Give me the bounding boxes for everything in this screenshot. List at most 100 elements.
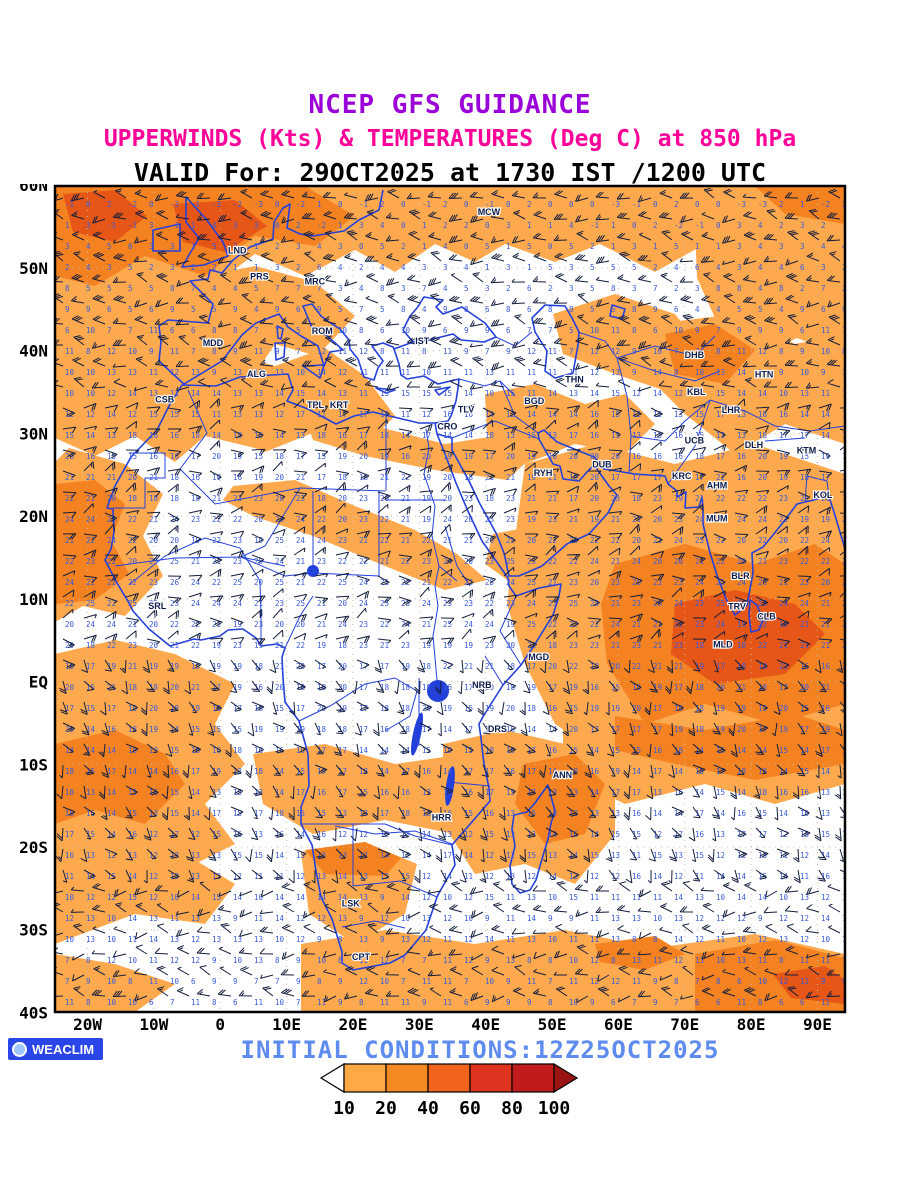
temp-value: 15 [485, 830, 494, 839]
temp-value: 8 [65, 284, 70, 293]
temp-value: 7 [107, 326, 112, 335]
temp-value: 9 [506, 977, 511, 986]
temp-value: 22 [296, 641, 305, 650]
temp-value: 8 [86, 998, 91, 1007]
station-label-ROM: ROM [312, 326, 333, 336]
temp-value: 17 [359, 431, 368, 440]
temp-value: 14 [590, 830, 600, 839]
temp-value: 1 [506, 242, 511, 251]
temp-value: 12 [464, 956, 473, 965]
temp-value: 12 [800, 935, 809, 944]
temp-value: 22 [716, 557, 725, 566]
temp-value: 11 [170, 914, 179, 923]
temp-value: 16 [380, 788, 390, 797]
temp-value: 10 [569, 998, 579, 1007]
temp-value: 0 [548, 242, 553, 251]
temp-value: 20 [548, 662, 558, 671]
temp-value: 4 [338, 263, 343, 272]
temp-value: 12 [380, 956, 389, 965]
temp-value: 18 [317, 431, 327, 440]
colorbar-tick-label: 100 [538, 1098, 571, 1119]
temp-value: 0 [506, 200, 511, 209]
temp-value: 23 [359, 641, 368, 650]
temp-value: 19 [254, 641, 263, 650]
temp-value: 19 [233, 662, 242, 671]
temp-value: 20 [569, 452, 579, 461]
temp-value: 0 [401, 200, 406, 209]
temp-value: 12 [317, 914, 326, 923]
temp-value: 5 [86, 284, 91, 293]
temp-value: 5 [380, 242, 385, 251]
temp-value: 23 [233, 494, 242, 503]
temp-value: 18 [170, 494, 180, 503]
temp-value: 5 [758, 305, 763, 314]
temp-value: 22 [86, 578, 95, 587]
temp-value: 12 [170, 956, 179, 965]
lake-chad [307, 565, 319, 577]
temp-value: 12 [590, 368, 599, 377]
temp-value: 5 [212, 242, 217, 251]
temp-value: 24 [401, 620, 411, 629]
temp-value: 20 [380, 494, 390, 503]
station-label-RYH: RYH [534, 468, 553, 478]
temp-value: 14 [275, 431, 285, 440]
temp-value: 21 [695, 494, 704, 503]
temp-value: 21 [380, 557, 389, 566]
temp-value: 13 [128, 851, 137, 860]
station-label-AHM: AHM [707, 480, 728, 490]
temp-value: 11 [695, 872, 704, 881]
temp-value: 9 [485, 956, 490, 965]
temp-value: 11 [632, 893, 641, 902]
temp-value: 12 [191, 935, 200, 944]
temp-value: 12 [758, 347, 767, 356]
temp-value: 21 [191, 557, 200, 566]
temp-value: 13 [212, 788, 221, 797]
temp-value: 25 [716, 599, 725, 608]
temp-value: 11 [254, 872, 263, 881]
temp-value: 17 [632, 788, 641, 797]
temp-value: 19 [422, 641, 431, 650]
temp-value: 5 [212, 305, 217, 314]
temp-value: 3 [338, 242, 343, 251]
temp-value: 21 [380, 473, 389, 482]
temp-value: 4 [716, 263, 721, 272]
temp-value: 18 [254, 767, 264, 776]
temp-value: 23 [359, 515, 368, 524]
temp-value: 20 [779, 536, 789, 545]
temp-value: 6 [653, 326, 658, 335]
colorbar-left-tip [319, 1062, 345, 1094]
temp-value: 13 [842, 935, 851, 944]
temp-value: 24 [296, 515, 306, 524]
temp-value: 21 [254, 599, 263, 608]
temp-value: 13 [422, 914, 431, 923]
temp-value: 19 [107, 662, 116, 671]
temp-value: 18 [254, 662, 264, 671]
temp-value: 13 [758, 851, 767, 860]
temp-value: -1 [128, 221, 137, 230]
temp-value: 11 [737, 347, 746, 356]
temp-value: 5 [590, 284, 595, 293]
temp-value: 13 [842, 851, 851, 860]
temp-value: 9 [653, 305, 658, 314]
temp-value: 16 [422, 767, 432, 776]
temp-value: 25 [149, 599, 158, 608]
temp-value: 12 [590, 872, 599, 881]
temp-value: 14 [779, 809, 789, 818]
temp-value: 12 [380, 914, 389, 923]
temp-value: 18 [842, 683, 852, 692]
station-label-PRS: PRS [250, 271, 269, 281]
temp-value: 6 [443, 326, 448, 335]
temp-value: 20 [443, 494, 453, 503]
temp-value: 19 [443, 704, 452, 713]
temp-value: 14 [275, 389, 285, 398]
temp-value: 17 [191, 452, 200, 461]
temp-value: 17 [65, 830, 74, 839]
temp-value: 15 [527, 851, 536, 860]
temp-value: 14 [821, 410, 831, 419]
temp-value: 1 [800, 200, 805, 209]
colorbar-segment [511, 1063, 555, 1093]
temp-value: 19 [443, 452, 452, 461]
temp-value: 18 [380, 704, 390, 713]
temp-value: 12 [800, 914, 809, 923]
temp-value: 23 [233, 536, 242, 545]
